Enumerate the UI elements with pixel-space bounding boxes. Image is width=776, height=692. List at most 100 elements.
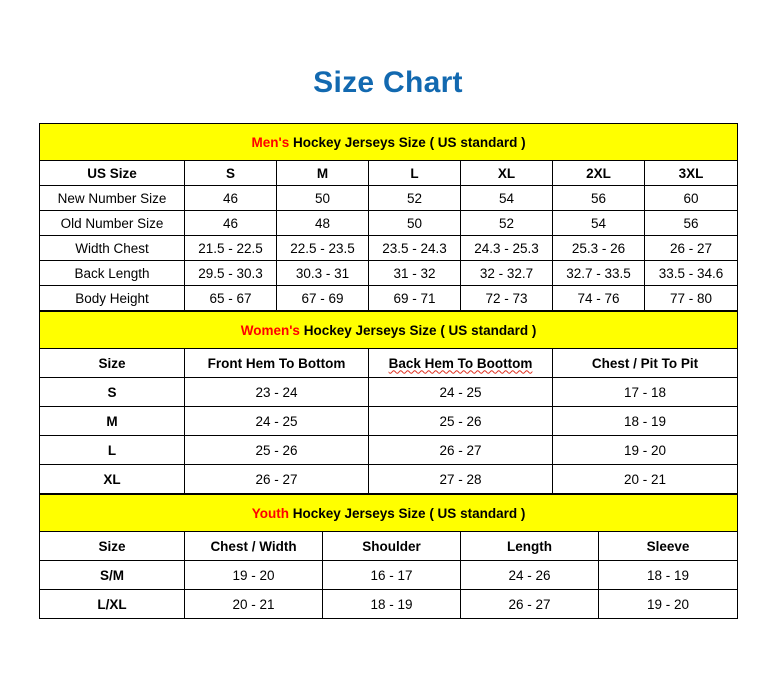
cell: 27 - 28 [368, 464, 553, 494]
cell: 77 - 80 [643, 285, 739, 311]
womens-col-header: Front Hem To Bottom [184, 348, 369, 378]
cell: 72 - 73 [460, 285, 553, 311]
table-row: L 25 - 26 26 - 27 19 - 20 [39, 435, 739, 465]
youth-size-table: Youth Hockey Jerseys Size ( US standard … [38, 494, 739, 619]
cell: 24 - 25 [368, 377, 553, 407]
cell: 30.3 - 31 [276, 260, 369, 286]
row-label: L [39, 435, 185, 465]
row-label: L/XL [39, 589, 185, 619]
table-row: Width Chest 21.5 - 22.5 22.5 - 23.5 23.5… [39, 235, 739, 261]
cell: 21.5 - 22.5 [184, 235, 277, 261]
cell: 18 - 19 [597, 560, 739, 590]
cell: 17 - 18 [551, 377, 739, 407]
cell: 16 - 17 [322, 560, 461, 590]
youth-band-cell: Youth Hockey Jerseys Size ( US standard … [38, 494, 739, 532]
row-label: Back Length [39, 260, 185, 286]
womens-band-accent: Women's [240, 322, 300, 338]
page-title: Size Chart [313, 66, 463, 99]
cell: 46 [184, 210, 277, 236]
cell: 74 - 76 [552, 285, 645, 311]
mens-size-table: Men's Hockey Jerseys Size ( US standard … [38, 123, 739, 311]
table-row: S 23 - 24 24 - 25 17 - 18 [39, 377, 739, 407]
mens-col-header: XL [460, 160, 553, 186]
table-row: L/XL 20 - 21 18 - 19 26 - 27 19 - 20 [39, 589, 739, 619]
cell: 26 - 27 [368, 435, 553, 465]
row-label: Old Number Size [39, 210, 185, 236]
mens-band-rest: Hockey Jerseys Size ( US standard ) [292, 134, 526, 150]
misspelled-header-text: Back Hem To Boottom [388, 355, 533, 371]
youth-col-header: Chest / Width [184, 531, 323, 561]
youth-col-header: Size [39, 531, 185, 561]
cell: 20 - 21 [184, 589, 323, 619]
cell: 24 - 25 [184, 406, 369, 436]
size-chart-container: Men's Hockey Jerseys Size ( US standard … [38, 123, 739, 619]
row-label: S [39, 377, 185, 407]
mens-col-header: S [184, 160, 277, 186]
youth-band-accent: Youth [251, 505, 289, 521]
cell: 48 [276, 210, 369, 236]
cell: 25.3 - 26 [552, 235, 645, 261]
mens-col-header: 2XL [552, 160, 645, 186]
cell: 25 - 26 [368, 406, 553, 436]
cell: 56 [643, 210, 739, 236]
row-label: Body Height [39, 285, 185, 311]
cell: 54 [552, 210, 645, 236]
row-label: New Number Size [39, 185, 185, 211]
cell: 32 - 32.7 [460, 260, 553, 286]
cell: 23 - 24 [184, 377, 369, 407]
cell: 22.5 - 23.5 [276, 235, 369, 261]
youth-col-header: Sleeve [597, 531, 739, 561]
cell: 26 - 27 [184, 464, 369, 494]
youth-col-header: Shoulder [322, 531, 461, 561]
cell: 56 [552, 185, 645, 211]
cell: 46 [184, 185, 277, 211]
cell: 19 - 20 [184, 560, 323, 590]
cell: 69 - 71 [368, 285, 461, 311]
row-label: S/M [39, 560, 185, 590]
cell: 20 - 21 [551, 464, 739, 494]
youth-band-rest: Hockey Jerseys Size ( US standard ) [292, 505, 526, 521]
cell: 18 - 19 [551, 406, 739, 436]
cell: 52 [460, 210, 553, 236]
cell: 33.5 - 34.6 [643, 260, 739, 286]
cell: 65 - 67 [184, 285, 277, 311]
table-row: New Number Size 46 50 52 54 56 60 [39, 185, 739, 211]
row-label: M [39, 406, 185, 436]
womens-col-header: Size [39, 348, 185, 378]
womens-band-rest: Hockey Jerseys Size ( US standard ) [303, 322, 537, 338]
cell: 24 - 26 [460, 560, 599, 590]
mens-band-cell: Men's Hockey Jerseys Size ( US standard … [38, 123, 739, 161]
womens-section-band: Women's Hockey Jerseys Size ( US standar… [38, 311, 739, 349]
cell: 52 [368, 185, 461, 211]
youth-section-band: Youth Hockey Jerseys Size ( US standard … [38, 494, 739, 532]
row-label: Width Chest [39, 235, 185, 261]
cell: 25 - 26 [184, 435, 369, 465]
mens-header-row: US Size S M L XL 2XL 3XL [39, 160, 739, 186]
womens-col-header: Back Hem To Boottom [368, 348, 553, 378]
mens-col-header: M [276, 160, 369, 186]
table-row: Old Number Size 46 48 50 52 54 56 [39, 210, 739, 236]
table-row: Back Length 29.5 - 30.3 30.3 - 31 31 - 3… [39, 260, 739, 286]
cell: 26 - 27 [643, 235, 739, 261]
table-row: XL 26 - 27 27 - 28 20 - 21 [39, 464, 739, 494]
cell: 32.7 - 33.5 [552, 260, 645, 286]
cell: 50 [368, 210, 461, 236]
cell: 19 - 20 [597, 589, 739, 619]
mens-band-accent: Men's [251, 134, 290, 150]
cell: 67 - 69 [276, 285, 369, 311]
row-label: XL [39, 464, 185, 494]
table-row: M 24 - 25 25 - 26 18 - 19 [39, 406, 739, 436]
cell: 50 [276, 185, 369, 211]
cell: 18 - 19 [322, 589, 461, 619]
cell: 31 - 32 [368, 260, 461, 286]
cell: 24.3 - 25.3 [460, 235, 553, 261]
cell: 60 [643, 185, 739, 211]
cell: 29.5 - 30.3 [184, 260, 277, 286]
mens-section-band: Men's Hockey Jerseys Size ( US standard … [38, 123, 739, 161]
table-row: S/M 19 - 20 16 - 17 24 - 26 18 - 19 [39, 560, 739, 590]
cell: 54 [460, 185, 553, 211]
womens-size-table: Women's Hockey Jerseys Size ( US standar… [38, 311, 739, 494]
womens-header-row: Size Front Hem To Bottom Back Hem To Boo… [39, 348, 739, 378]
womens-band-cell: Women's Hockey Jerseys Size ( US standar… [38, 311, 739, 349]
table-row: Body Height 65 - 67 67 - 69 69 - 71 72 -… [39, 285, 739, 311]
